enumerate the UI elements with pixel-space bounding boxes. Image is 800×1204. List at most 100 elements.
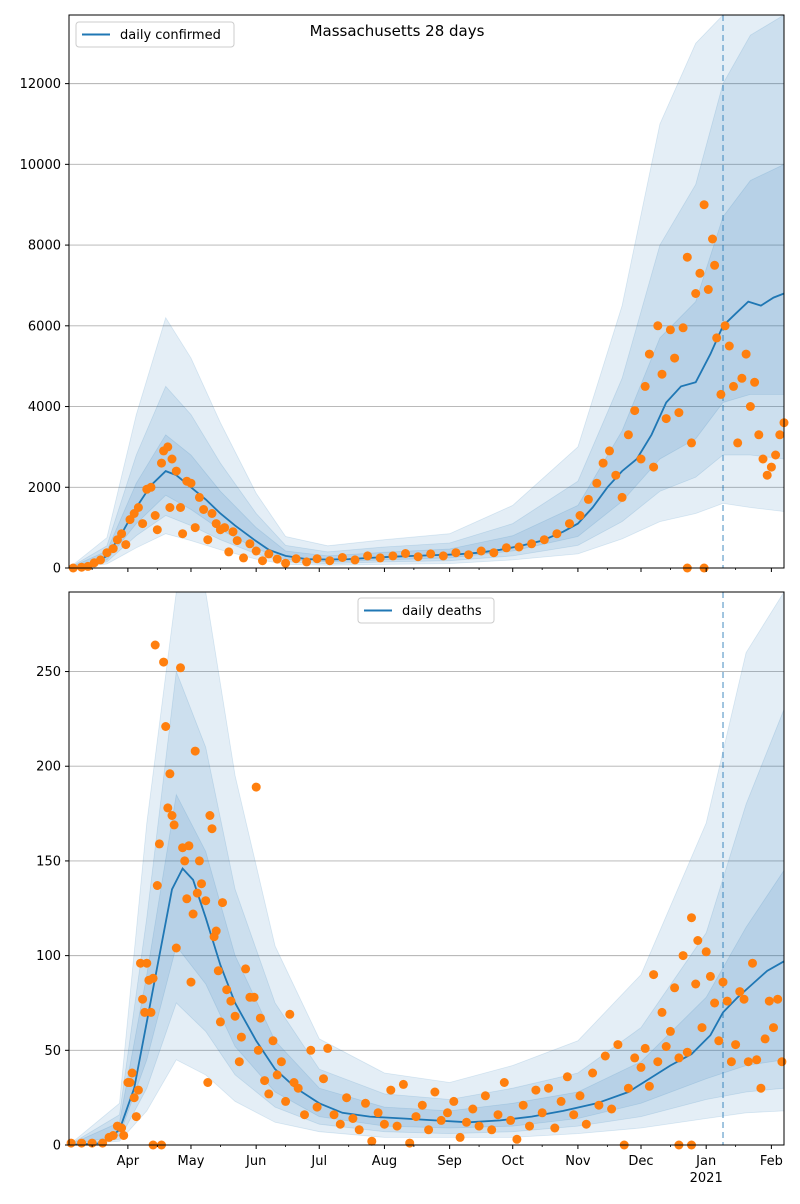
data-point <box>146 1007 156 1017</box>
data-point <box>462 1117 471 1127</box>
legend: daily deaths <box>357 597 495 624</box>
data-point <box>594 1100 604 1110</box>
data-point <box>766 462 776 472</box>
data-point <box>197 879 206 889</box>
data-point <box>565 519 574 529</box>
data-point <box>741 349 751 359</box>
data-point <box>718 977 728 987</box>
data-point <box>127 1068 137 1078</box>
data-point <box>735 987 745 997</box>
data-point <box>653 321 663 331</box>
data-point <box>337 553 347 562</box>
data-point <box>769 1023 778 1033</box>
data-point <box>348 1114 358 1123</box>
x-tick-label: Oct <box>501 1154 523 1169</box>
data-point <box>476 546 486 556</box>
figure-title: Massachusetts 28 days <box>310 22 485 40</box>
data-point <box>413 552 423 562</box>
observed-points <box>68 200 789 573</box>
data-point <box>640 381 650 391</box>
data-point <box>163 442 173 452</box>
y-tick-label: 100 <box>36 949 61 964</box>
data-point <box>180 856 190 866</box>
data-point <box>253 1045 263 1055</box>
data-point <box>148 973 158 983</box>
data-point <box>703 285 713 294</box>
data-point <box>623 1083 633 1093</box>
data-point <box>136 958 145 968</box>
data-point <box>306 1045 316 1055</box>
data-point <box>455 1132 465 1142</box>
data-point <box>203 1078 213 1087</box>
data-point <box>285 1009 295 1019</box>
confidence-band-inner <box>69 163 784 568</box>
data-point <box>224 547 234 557</box>
data-point <box>276 1057 286 1067</box>
data-point <box>527 539 537 549</box>
data-point <box>464 550 474 560</box>
data-point <box>213 966 223 976</box>
data-point <box>207 824 217 834</box>
y-tick-label: 10000 <box>20 158 61 173</box>
data-point <box>678 323 688 333</box>
data-point <box>712 333 722 343</box>
axes-frame <box>68 591 785 1146</box>
data-point <box>716 389 726 399</box>
data-point <box>611 470 621 480</box>
data-point <box>743 1057 753 1067</box>
panel-1: 0 2000 4000 6000 8000 10000 12000 daily confirm… <box>20 14 789 577</box>
data-point <box>199 505 209 514</box>
data-point <box>157 458 166 468</box>
data-point <box>335 1119 345 1129</box>
data-point <box>499 1078 509 1087</box>
data-point <box>708 234 717 244</box>
data-point <box>150 511 160 520</box>
data-point <box>194 856 204 866</box>
x-tick-label: Feb <box>760 1154 783 1169</box>
data-point <box>665 1026 675 1036</box>
data-point <box>133 1085 143 1095</box>
data-point <box>222 985 232 995</box>
data-point <box>161 722 171 731</box>
data-point <box>764 996 774 1006</box>
data-point <box>539 535 549 545</box>
data-point <box>150 640 160 650</box>
data-point <box>367 1136 377 1146</box>
confidence-band-middle <box>69 15 784 568</box>
data-point <box>251 546 261 556</box>
data-point <box>77 1138 87 1148</box>
data-point <box>375 553 385 563</box>
legend: daily confirmed <box>75 21 235 48</box>
data-point <box>575 1091 585 1101</box>
data-point <box>607 1104 617 1114</box>
data-point <box>66 1138 76 1148</box>
data-point <box>468 1104 478 1114</box>
data-point <box>474 1121 484 1131</box>
data-point <box>733 438 743 448</box>
data-point <box>600 1051 610 1061</box>
y-tick-label: 200 <box>36 760 61 775</box>
data-point <box>623 430 633 440</box>
data-point <box>249 992 259 1002</box>
data-point <box>342 1093 352 1103</box>
data-point <box>525 1121 534 1131</box>
x-tick-label: May <box>178 1154 205 1169</box>
data-point <box>281 1096 291 1106</box>
data-point <box>583 494 593 504</box>
x-year-label: 2021 <box>690 1171 723 1186</box>
data-point <box>312 554 322 564</box>
data-point <box>754 430 764 440</box>
data-point <box>401 549 410 558</box>
data-point <box>108 1131 118 1140</box>
data-point <box>640 1043 650 1053</box>
data-point <box>220 523 230 533</box>
data-point <box>670 983 680 993</box>
data-point <box>215 1017 225 1027</box>
data-point <box>192 888 202 898</box>
data-point <box>218 898 227 908</box>
data-point <box>232 536 242 546</box>
x-tick-label: Dec <box>628 1154 653 1169</box>
panel-2: 0 50 100 150 200 250 Apr May Jun Jul Aug Sep Oct Nov D… <box>36 591 787 1186</box>
data-point <box>665 325 675 335</box>
